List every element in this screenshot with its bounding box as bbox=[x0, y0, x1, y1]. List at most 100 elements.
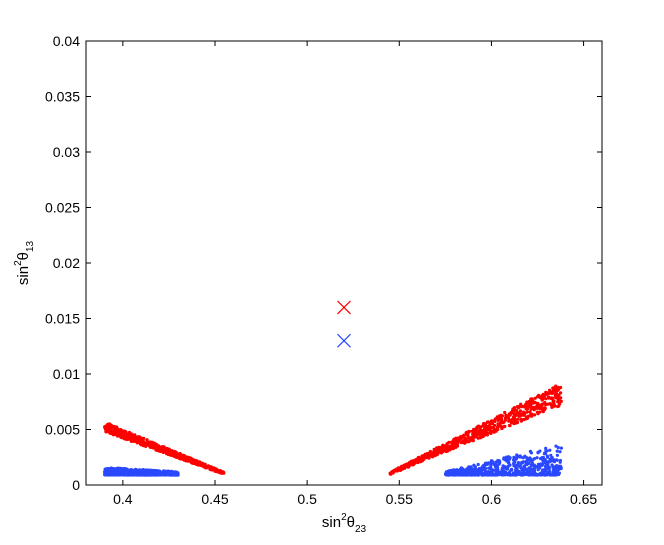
data-point bbox=[472, 463, 476, 467]
data-point bbox=[473, 430, 477, 434]
y-axis-label: sin2θ13 bbox=[13, 240, 36, 285]
data-point bbox=[108, 431, 112, 435]
data-point bbox=[516, 417, 520, 421]
data-point bbox=[152, 444, 156, 448]
data-point bbox=[148, 440, 152, 444]
data-point bbox=[559, 446, 564, 450]
data-point bbox=[505, 459, 509, 463]
data-point bbox=[465, 470, 469, 474]
data-point bbox=[555, 449, 559, 453]
data-point bbox=[559, 396, 563, 400]
data-point bbox=[484, 461, 489, 465]
data-point bbox=[553, 394, 557, 398]
data-point bbox=[545, 454, 550, 458]
data-point bbox=[508, 456, 512, 460]
data-point bbox=[146, 473, 150, 477]
data-point bbox=[532, 406, 536, 410]
data-point bbox=[178, 456, 182, 460]
data-point bbox=[145, 441, 150, 445]
data-point bbox=[489, 464, 493, 468]
data-point bbox=[468, 468, 472, 472]
data-point bbox=[557, 401, 561, 406]
data-point bbox=[134, 438, 138, 442]
x-axis-label-sup: 2 bbox=[341, 512, 347, 523]
y-tick-label: 0.02 bbox=[53, 255, 80, 271]
y-axis-label-base: sin bbox=[15, 266, 32, 285]
data-point bbox=[222, 470, 226, 475]
data-point bbox=[498, 471, 502, 475]
x-tick-label: 0.6 bbox=[482, 491, 502, 507]
data-point bbox=[535, 395, 540, 399]
data-point bbox=[206, 464, 210, 468]
data-point bbox=[480, 465, 484, 469]
data-point bbox=[544, 467, 548, 471]
data-point bbox=[498, 424, 503, 428]
data-point bbox=[538, 406, 542, 411]
data-point bbox=[394, 467, 399, 471]
data-point bbox=[125, 434, 129, 438]
data-point bbox=[119, 472, 123, 476]
data-point bbox=[486, 420, 490, 424]
data-point bbox=[548, 473, 552, 477]
data-point bbox=[173, 450, 177, 454]
data-point bbox=[174, 453, 179, 457]
data-point bbox=[154, 444, 158, 449]
data-point bbox=[433, 449, 437, 453]
data-point bbox=[539, 473, 543, 477]
data-point bbox=[508, 473, 512, 477]
data-point bbox=[522, 413, 526, 417]
data-point bbox=[107, 469, 112, 474]
data-point bbox=[402, 464, 406, 468]
data-point bbox=[541, 455, 546, 460]
data-point bbox=[446, 446, 450, 450]
data-point bbox=[460, 469, 464, 473]
data-point bbox=[554, 384, 558, 388]
data-point bbox=[135, 470, 139, 474]
data-point bbox=[558, 460, 562, 464]
data-point bbox=[210, 466, 214, 470]
data-point bbox=[109, 423, 113, 427]
data-point bbox=[548, 388, 552, 392]
data-point bbox=[167, 448, 172, 452]
data-point bbox=[524, 462, 528, 467]
data-point bbox=[515, 472, 520, 477]
data-point bbox=[466, 430, 470, 434]
data-point bbox=[119, 435, 123, 439]
data-point bbox=[456, 437, 460, 441]
data-point bbox=[472, 434, 476, 439]
data-point bbox=[557, 471, 562, 475]
data-point bbox=[492, 430, 496, 434]
data-point bbox=[475, 434, 479, 438]
data-point bbox=[490, 419, 494, 423]
data-point bbox=[454, 440, 458, 444]
data-point bbox=[462, 433, 466, 437]
data-point bbox=[548, 448, 552, 452]
data-point bbox=[497, 462, 501, 466]
data-point bbox=[410, 461, 414, 465]
data-point bbox=[177, 452, 181, 456]
data-point bbox=[502, 457, 506, 461]
data-point bbox=[545, 464, 549, 468]
data-point bbox=[528, 469, 532, 473]
data-point bbox=[524, 407, 528, 411]
y-tick-label: 0.025 bbox=[45, 200, 80, 216]
x-marker bbox=[337, 300, 351, 315]
y-tick-label: 0.03 bbox=[53, 144, 80, 160]
data-point bbox=[473, 469, 477, 473]
data-point bbox=[130, 473, 134, 477]
data-point bbox=[535, 403, 539, 407]
data-point bbox=[504, 472, 508, 477]
data-point bbox=[545, 402, 549, 406]
data-point bbox=[107, 473, 111, 477]
data-point bbox=[525, 410, 529, 414]
data-point bbox=[529, 406, 533, 410]
data-point bbox=[189, 458, 193, 462]
data-point bbox=[518, 464, 522, 468]
x-tick-label: 0.5 bbox=[297, 491, 317, 507]
data-point bbox=[515, 453, 519, 457]
data-point bbox=[121, 431, 125, 436]
data-point bbox=[556, 446, 560, 450]
data-point bbox=[546, 391, 551, 396]
data-point bbox=[496, 418, 500, 422]
data-point bbox=[167, 452, 171, 456]
